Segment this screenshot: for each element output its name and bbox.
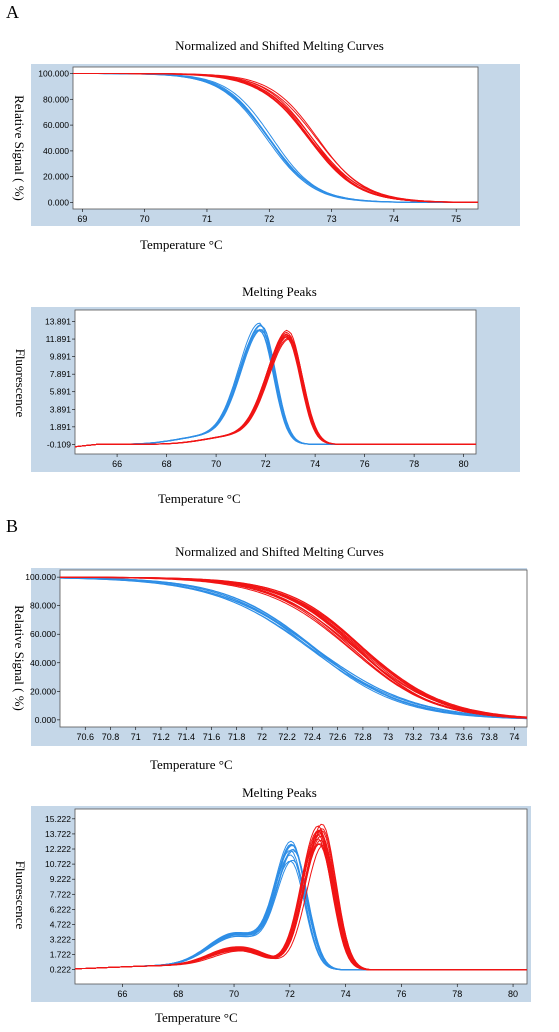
y-tick-label: 4.722 <box>50 919 72 929</box>
x-tick-label: 68 <box>173 989 183 999</box>
x-tick-label: 70 <box>229 989 239 999</box>
y-tick-label: 7.722 <box>50 889 72 899</box>
series-line <box>73 73 478 203</box>
y-tick-label: 100.000 <box>38 68 69 78</box>
y-tick-label: 40.000 <box>43 146 69 156</box>
x-tick-label: 71.4 <box>177 732 195 742</box>
plot-area <box>72 66 479 210</box>
y-tick-label: 1.891 <box>50 422 72 432</box>
x-tick-label: 76 <box>396 989 406 999</box>
y-tick-label: 80.000 <box>43 94 69 104</box>
y-tick-label: 20.000 <box>30 686 56 696</box>
x-tick-label: 71.8 <box>228 732 246 742</box>
panel-letter-b: B <box>6 516 19 536</box>
y-tick-label: 40.000 <box>30 658 56 668</box>
series-line <box>74 337 476 448</box>
x-tick-label: 75 <box>451 214 461 224</box>
chart-b-peak-title: Melting Peaks <box>242 785 317 800</box>
x-tick-label: 66 <box>117 989 127 999</box>
y-tick-label: 0.000 <box>48 198 70 208</box>
series-red <box>74 823 527 971</box>
y-tick-label: 13.891 <box>45 316 71 326</box>
chart-A-melt: 0.000 20.000 40.000 60.000 80.000 100.000 69 70… <box>31 64 520 226</box>
y-tick-label: 11.891 <box>46 334 72 344</box>
x-tick-label: 72 <box>257 732 267 742</box>
x-tick-label: 74 <box>509 732 519 742</box>
x-tick-label: 72.6 <box>329 732 347 742</box>
x-tick-label: 70.8 <box>102 732 120 742</box>
series-red <box>74 329 476 448</box>
x-tick-label: 80 <box>508 989 518 999</box>
y-tick-label: 9.891 <box>50 352 72 362</box>
chart-B-peak: 0.222 1.722 3.222 4.722 6.222 7.722 9.222 10.72… <box>31 806 531 1002</box>
x-tick-label: 72.4 <box>304 732 322 742</box>
y-tick-label: 6.222 <box>50 904 72 914</box>
chart-a-peak-xlabel: Temperature °C <box>158 491 241 506</box>
plot-area <box>59 569 528 728</box>
x-tick-label: 71.2 <box>152 732 170 742</box>
chart-b-peak-xlabel: Temperature °C <box>155 1010 238 1025</box>
x-tick-label: 74 <box>310 459 320 469</box>
chart-b-melt-title: Normalized and Shifted Melting Curves <box>175 544 384 559</box>
x-tick-label: 66 <box>112 459 122 469</box>
y-tick-label: 60.000 <box>43 120 69 130</box>
x-tick-label: 72 <box>264 214 274 224</box>
series-line <box>60 576 528 719</box>
x-tick-label: 76 <box>360 459 370 469</box>
x-tick-label: 70.6 <box>76 732 94 742</box>
x-tick-label: 80 <box>459 459 469 469</box>
y-tick-label: 10.722 <box>45 859 71 869</box>
y-tick-label: 5.891 <box>50 387 72 397</box>
y-tick-label: 0.222 <box>50 965 72 975</box>
series-blue <box>59 577 528 720</box>
x-tick-label: 69 <box>77 214 87 224</box>
y-tick-label: 7.891 <box>50 369 72 379</box>
x-tick-label: 71 <box>202 214 212 224</box>
series-red <box>73 73 479 203</box>
y-tick-label: 12.222 <box>45 844 71 854</box>
x-tick-label: 72.2 <box>278 732 296 742</box>
y-tick-label: 3.222 <box>50 935 72 945</box>
y-tick-label: 13.722 <box>45 829 71 839</box>
y-tick-label: 100.000 <box>25 572 56 582</box>
chart-a-peak-title: Melting Peaks <box>242 284 317 299</box>
chart-A-peak: -0.109 1.891 3.891 5.891 7.891 9.891 11.891 13.… <box>31 307 520 472</box>
y-tick-label: 3.891 <box>50 404 72 414</box>
x-tick-label: 72 <box>261 459 271 469</box>
y-tick-label: 80.000 <box>30 601 56 611</box>
x-tick-label: 73 <box>327 214 337 224</box>
x-tick-label: 78 <box>452 989 462 999</box>
x-tick-label: 74 <box>341 989 351 999</box>
series-line <box>59 577 528 719</box>
x-tick-label: 74 <box>389 214 399 224</box>
x-tick-label: 73 <box>383 732 393 742</box>
x-tick-label: 73.8 <box>480 732 498 742</box>
x-tick-label: 68 <box>162 459 172 469</box>
x-tick-label: 73.2 <box>405 732 423 742</box>
chart-a-melt-xlabel: Temperature °C <box>140 237 223 252</box>
y-tick-label: 20.000 <box>43 172 69 182</box>
y-tick-label: 60.000 <box>30 629 56 639</box>
x-tick-label: 78 <box>409 459 419 469</box>
x-tick-label: 72 <box>285 989 295 999</box>
x-tick-label: 70 <box>140 214 150 224</box>
x-tick-label: 73.4 <box>430 732 448 742</box>
y-tick-label: 15.222 <box>45 814 71 824</box>
chart-b-melt-xlabel: Temperature °C <box>150 757 233 772</box>
x-tick-label: 71 <box>131 732 141 742</box>
x-tick-label: 71.6 <box>203 732 221 742</box>
x-tick-label: 72.8 <box>354 732 372 742</box>
y-tick-label: 1.722 <box>50 950 72 960</box>
panel-letter-a: A <box>6 2 19 22</box>
y-tick-label: -0.109 <box>47 439 71 449</box>
series-red <box>59 576 528 719</box>
x-tick-label: 70 <box>211 459 221 469</box>
y-tick-label: 0.000 <box>35 715 57 725</box>
x-tick-label: 73.6 <box>455 732 473 742</box>
chart-a-melt-title: Normalized and Shifted Melting Curves <box>175 38 384 53</box>
y-tick-label: 9.222 <box>50 874 72 884</box>
chart-B-melt: 0.000 20.000 40.000 60.000 80.000 100.000 70.6… <box>25 568 528 746</box>
series-line <box>74 829 527 971</box>
